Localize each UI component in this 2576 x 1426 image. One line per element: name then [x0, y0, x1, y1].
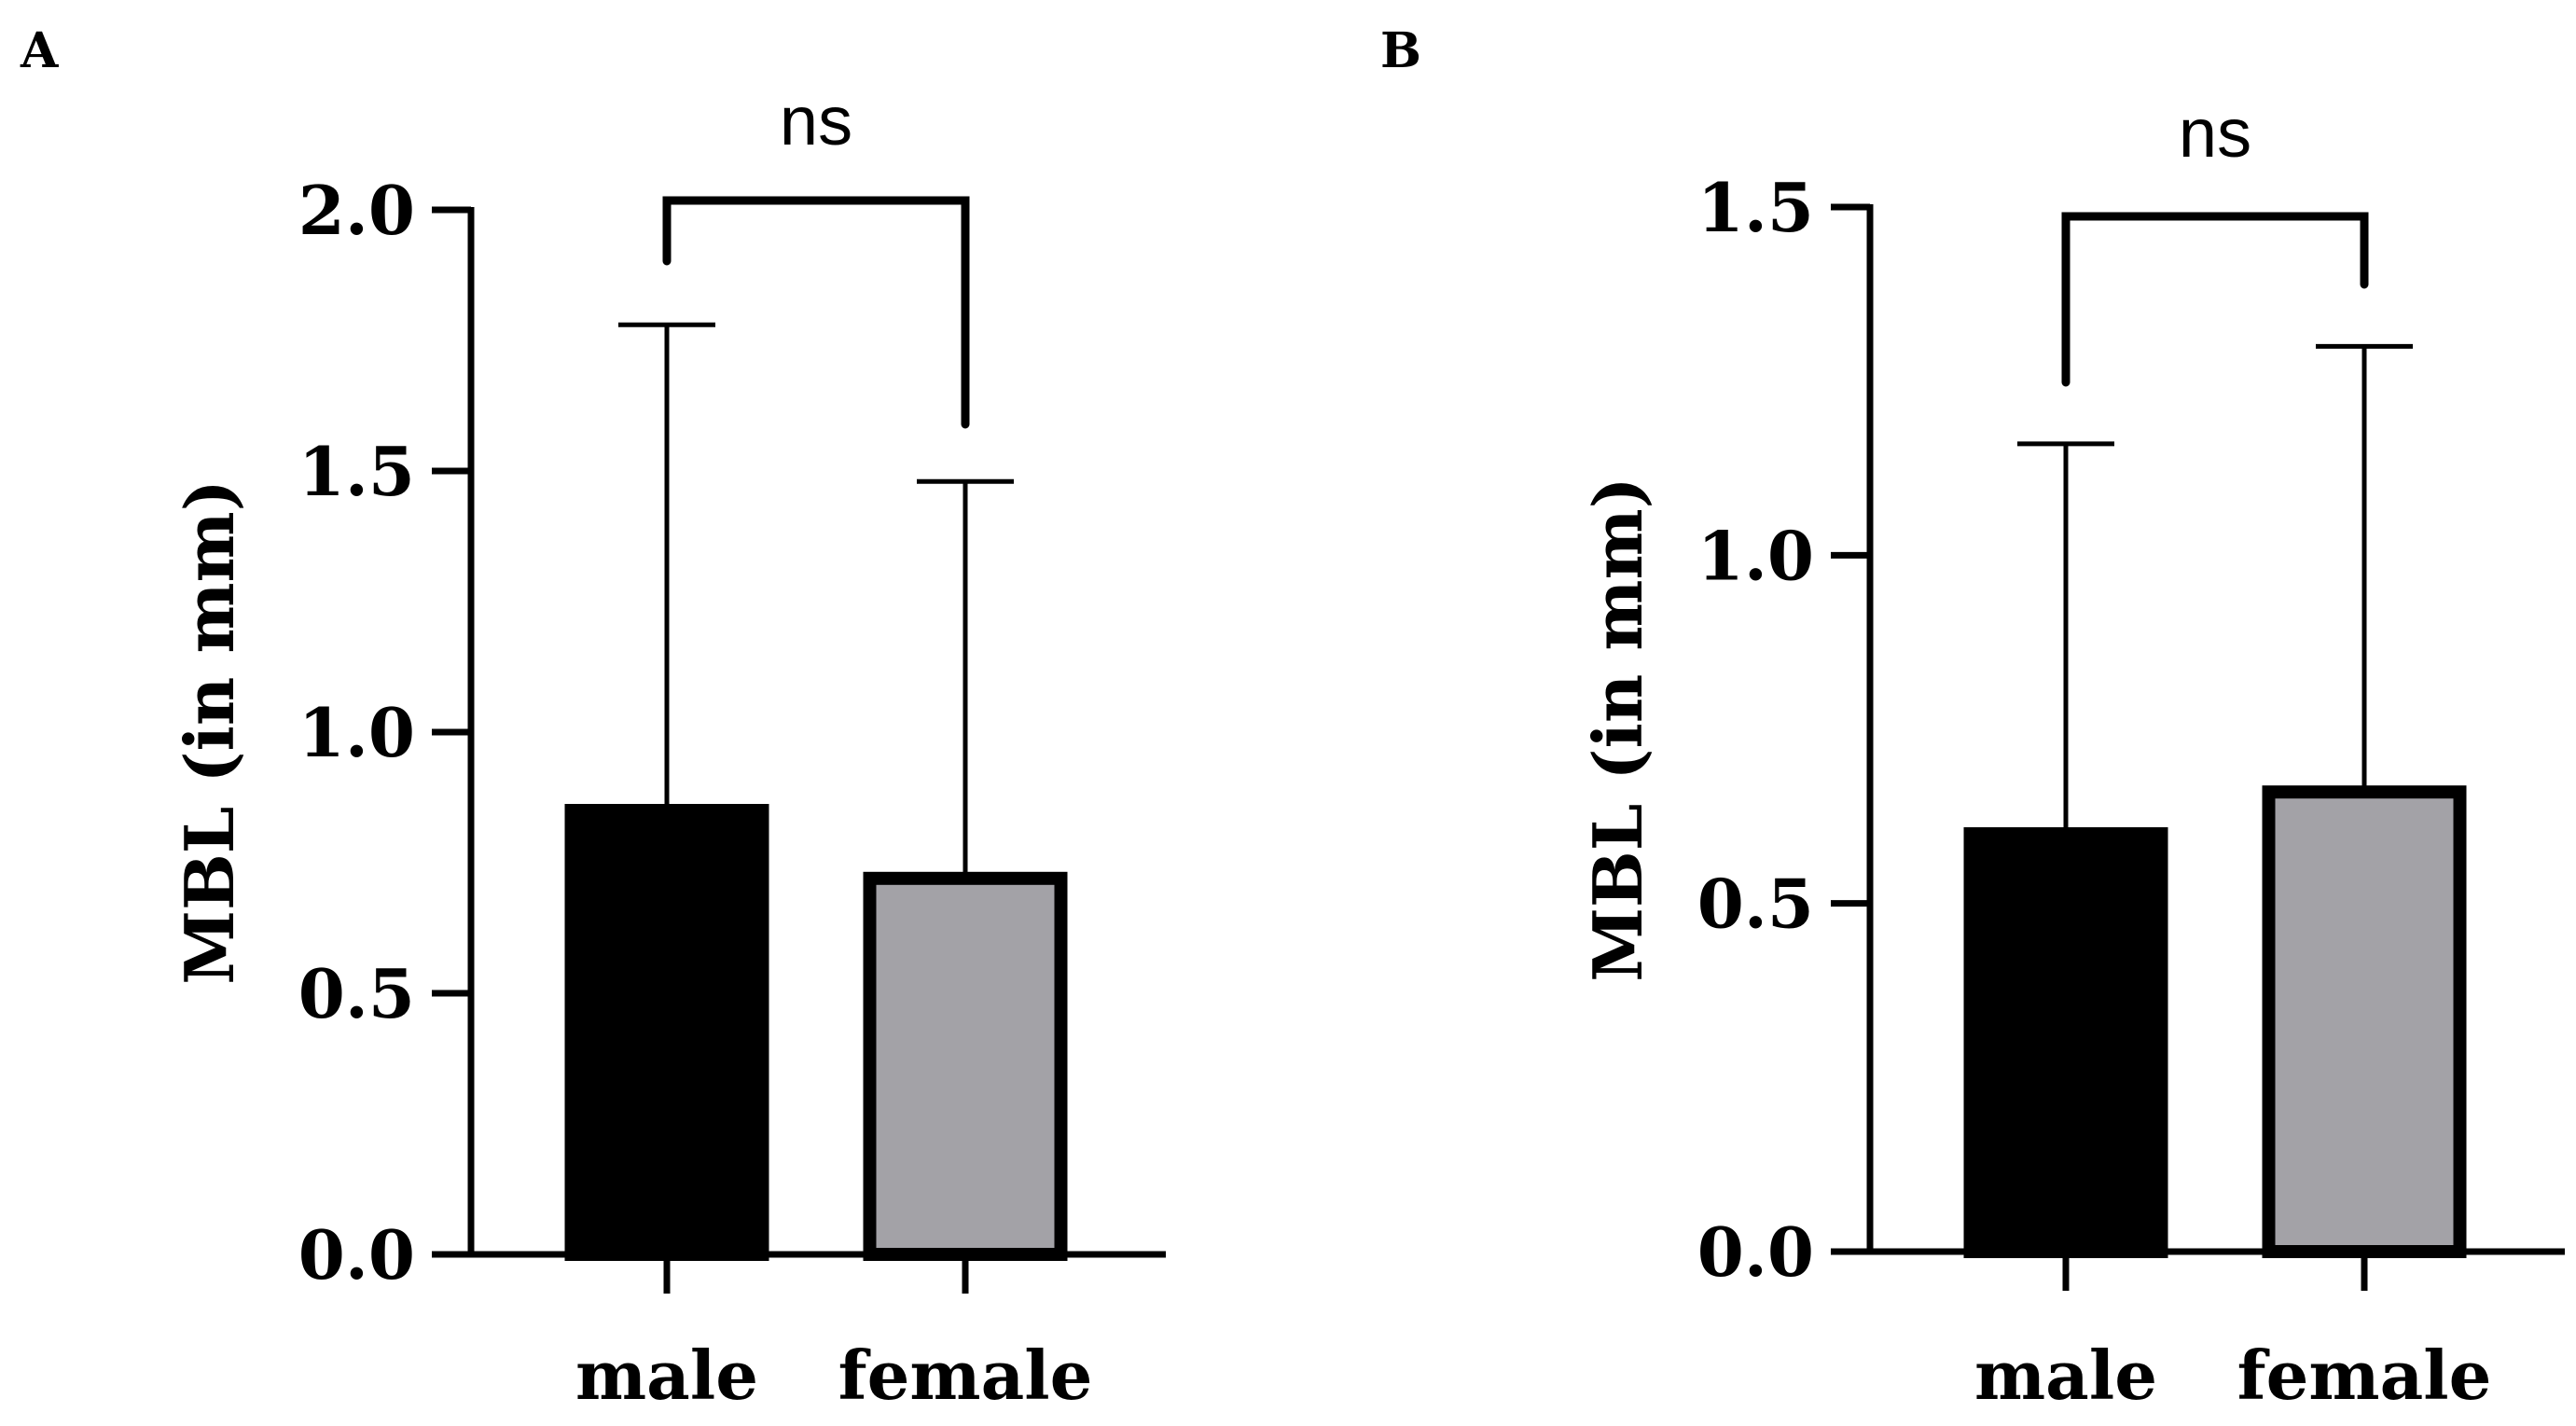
- x-tick-label-male: male: [575, 1336, 758, 1415]
- figure-canvas: AMBL (in mm)male female0.00.51.01.52.0nsB…: [0, 0, 2576, 1426]
- y-axis-label: MBL (in mm): [170, 479, 249, 985]
- y-tick-label: 0.5: [298, 954, 415, 1033]
- chart-panel-a: A MBL (in mm) male female 0.0 0.5 1.0 1.5 2.0 ns: [20, 22, 1166, 1415]
- significance-bracket: [667, 201, 965, 424]
- bar-male: [1971, 834, 2162, 1252]
- significance-label: ns: [780, 82, 852, 159]
- x-tick-label-female: female: [838, 1336, 1093, 1415]
- significance-bracket: [2066, 216, 2364, 382]
- y-tick-label: 0.5: [1697, 865, 1814, 944]
- significance-label: ns: [2179, 94, 2251, 172]
- y-axis-label: MBL (in mm): [1578, 477, 1657, 982]
- y-tick-label: 1.0: [1697, 516, 1814, 595]
- chart-panel-b: B MBL (in mm) male female 0.0 0.5 1.0 1.5 ns: [1380, 22, 2565, 1415]
- y-tick-label: 0.0: [1697, 1212, 1814, 1292]
- y-tick-label: 1.5: [298, 432, 415, 511]
- y-tick-label: 1.0: [298, 693, 415, 772]
- panel-label: A: [20, 22, 59, 79]
- x-tick-label-male: male: [1974, 1336, 2157, 1415]
- panel-label: B: [1380, 22, 1421, 79]
- bar-female: [2269, 792, 2460, 1252]
- figure-page: { "chart_data": [ { "panel": "A", "type"…: [0, 0, 2576, 1426]
- bar-female: [870, 879, 1061, 1254]
- y-tick-label: 2.0: [298, 171, 415, 250]
- y-tick-label: 0.0: [298, 1215, 415, 1294]
- x-tick-label-female: female: [2237, 1336, 2492, 1415]
- y-tick-label: 1.5: [1697, 168, 1814, 247]
- bar-male: [572, 810, 763, 1254]
